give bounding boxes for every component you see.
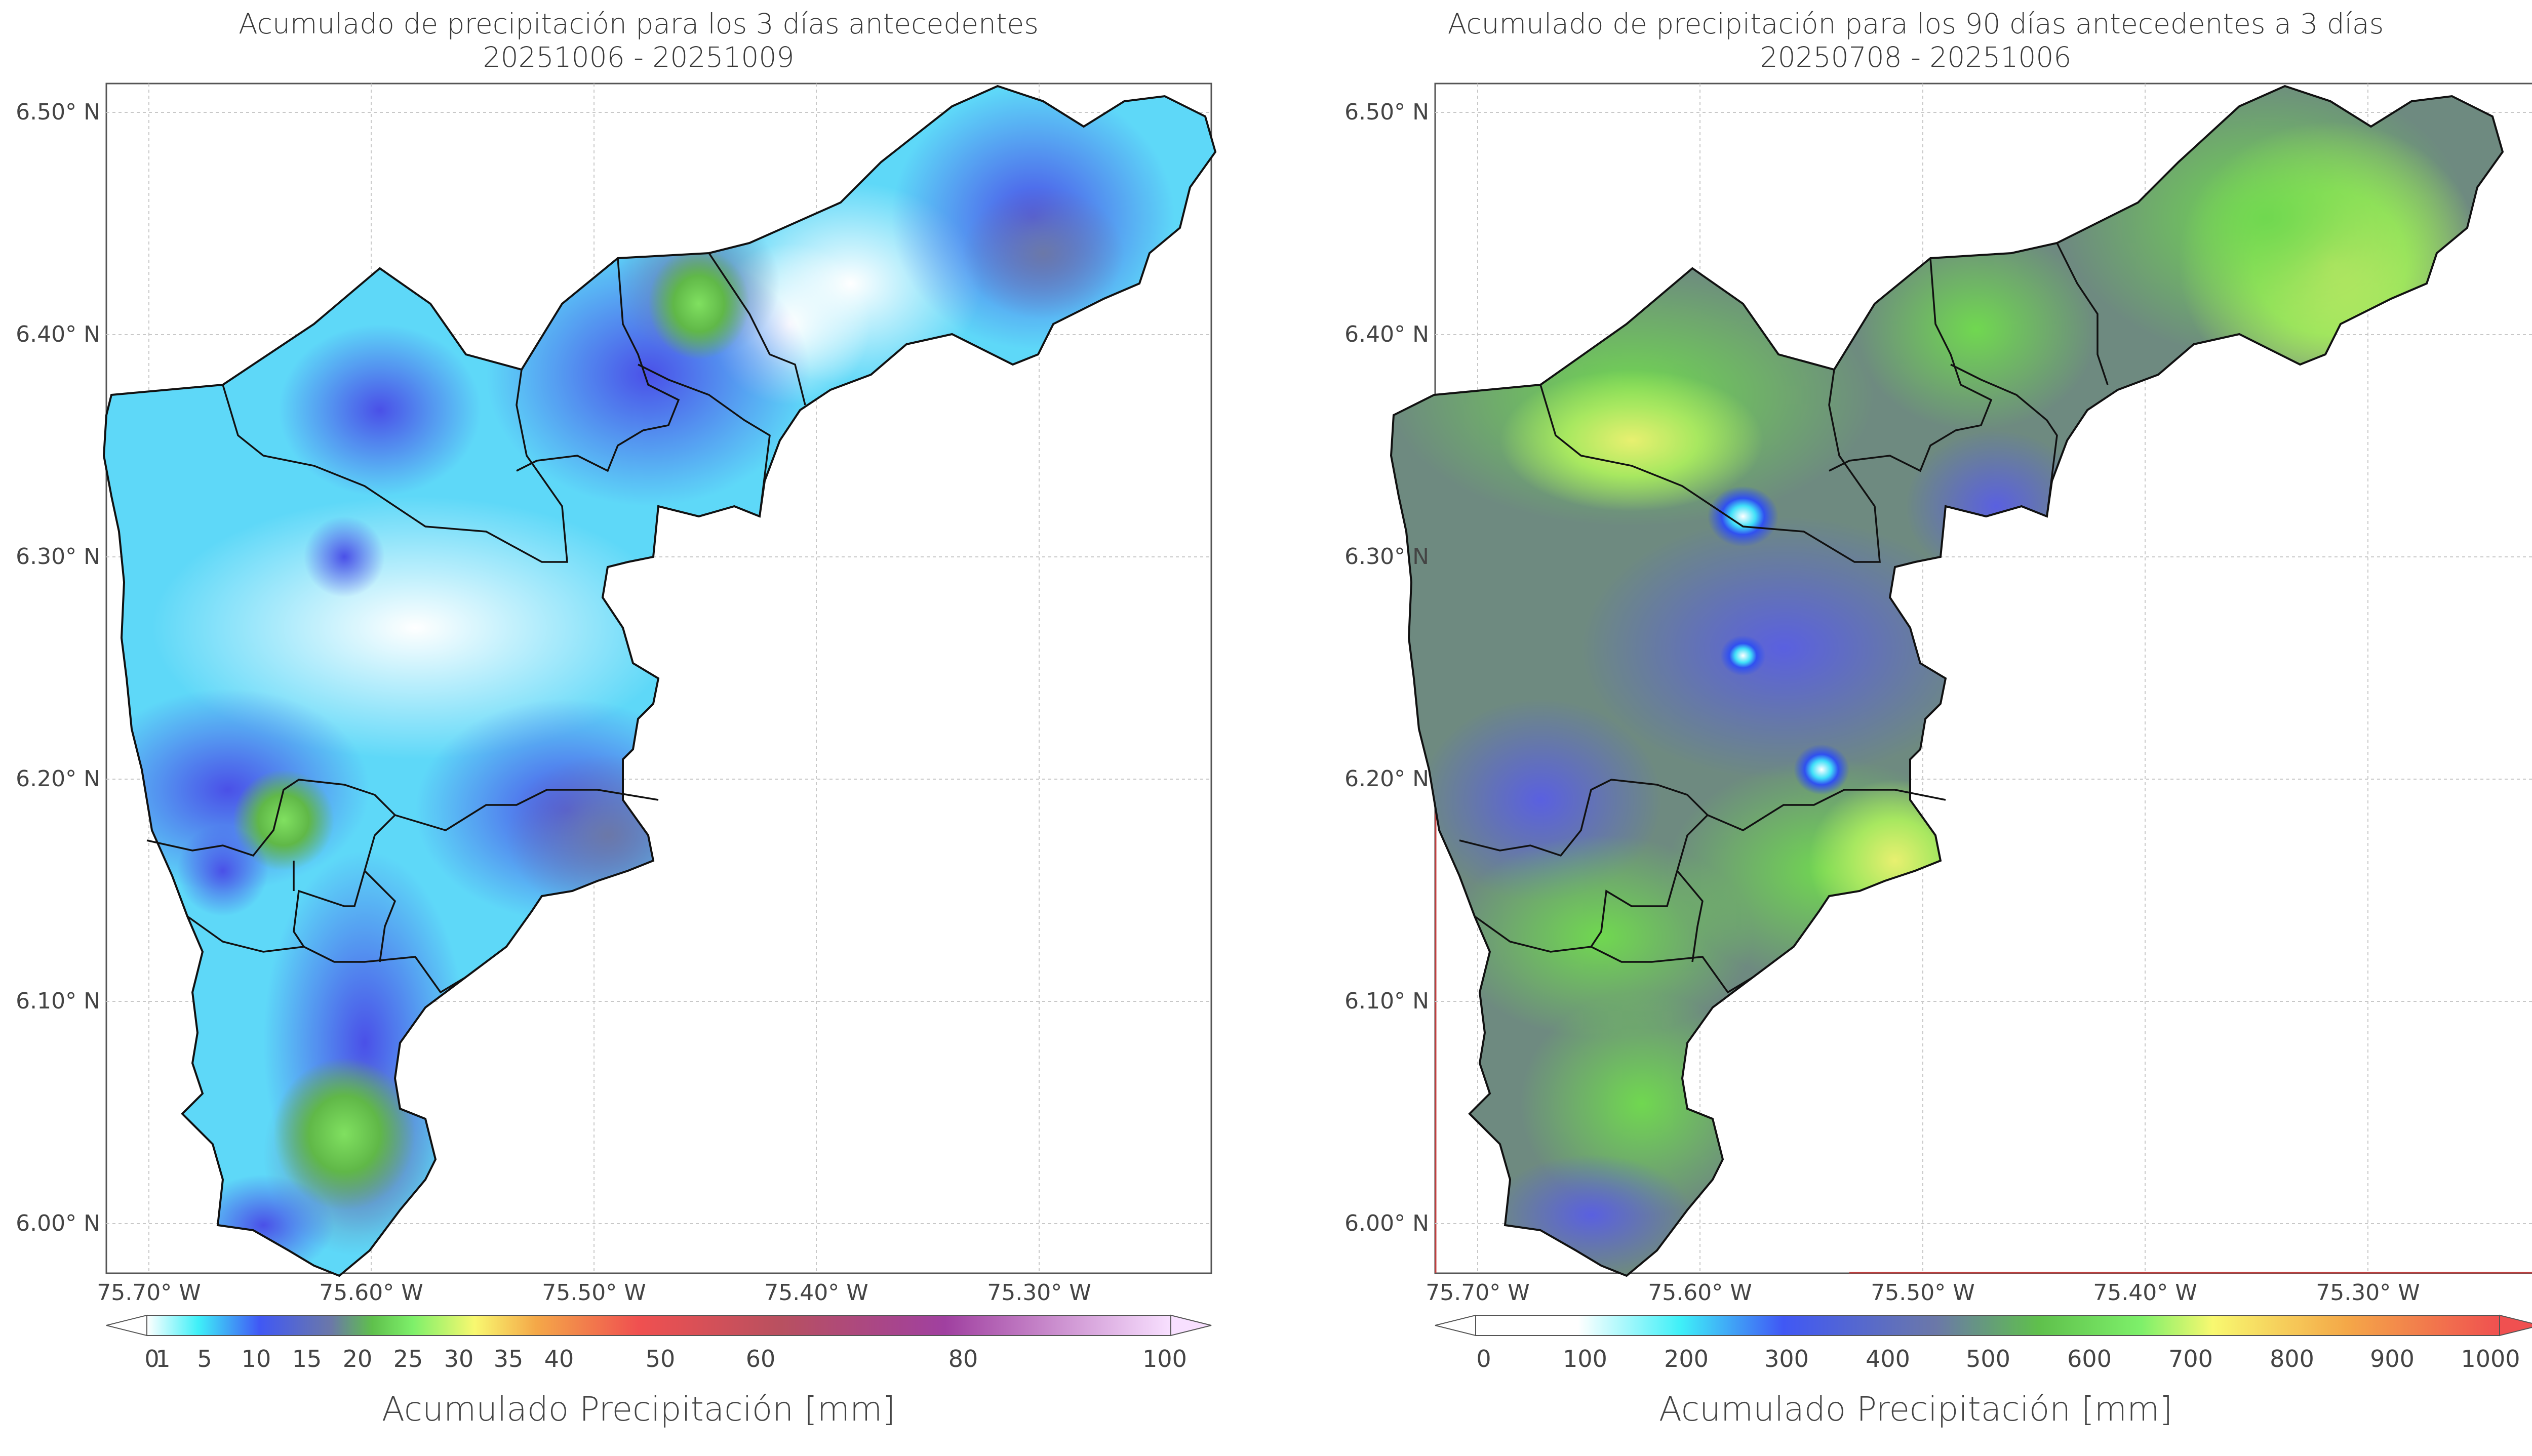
left-colorbar-label: Acumulado Precipitación [mm] — [381, 1390, 896, 1429]
left-lat-tick: 6.00° N — [16, 1210, 100, 1236]
left-cbar-tick: 15 — [292, 1345, 322, 1372]
left-cbar-tick: 1 — [155, 1345, 170, 1372]
right-colorbar-ticks: 0 100 200 300 400 500 600 700 800 900 10… — [1476, 1345, 2520, 1372]
right-lat-tick: 6.20° N — [1344, 766, 1429, 792]
left-cbar-tick: 0 — [144, 1345, 159, 1372]
left-cbar-tick: 40 — [544, 1345, 574, 1372]
right-cbar-tick: 400 — [1866, 1345, 1910, 1372]
left-cbar-tick: 100 — [1142, 1345, 1187, 1372]
left-lon-tick: 75.60° W — [319, 1280, 423, 1306]
right-lat-tick: 6.10° N — [1344, 988, 1429, 1014]
left-lat-tick: 6.30° N — [16, 544, 100, 570]
left-lon-tick: 75.30° W — [987, 1280, 1091, 1306]
left-cbar-tick: 60 — [746, 1345, 776, 1372]
right-cbar-tick: 700 — [2168, 1345, 2213, 1372]
right-map-panel: Acumulado de precipitación para los 90 d… — [1277, 0, 2532, 1456]
right-map-svg: 6.50° N 6.40° N 6.30° N 6.20° N 6.10° N … — [1344, 83, 2532, 1372]
right-cbar-tick: 1000 — [2461, 1345, 2520, 1372]
left-colorbar-ticks: 0 1 5 10 15 20 25 30 35 40 50 60 80 100 — [144, 1345, 1187, 1372]
left-cbar-tick: 10 — [242, 1345, 271, 1372]
right-date-range: 20250708 - 20251006 — [1760, 41, 2072, 73]
left-lat-ticks: 6.50° N 6.40° N 6.30° N 6.20° N 6.10° N … — [16, 99, 100, 1236]
right-lon-tick: 75.70° W — [1426, 1280, 1529, 1306]
left-title: Acumulado de precipitación para los 3 dí… — [239, 8, 1039, 40]
left-cbar-tick: 80 — [948, 1345, 978, 1372]
right-lat-tick: 6.40° N — [1344, 321, 1429, 347]
left-map-panel: Acumulado de precipitación para los 3 dí… — [16, 8, 1216, 1429]
right-cbar-tick: 500 — [1966, 1345, 2010, 1372]
right-lon-tick: 75.40° W — [2093, 1280, 2197, 1306]
right-title: Acumulado de precipitación para los 90 d… — [1447, 8, 2384, 40]
left-map-svg: 6.50° N 6.40° N 6.30° N 6.20° N 6.10° N … — [16, 83, 1216, 1372]
right-lat-tick: 6.50° N — [1344, 99, 1429, 125]
left-lat-tick: 6.10° N — [16, 988, 100, 1014]
left-lon-tick: 75.50° W — [542, 1280, 646, 1306]
right-lon-ticks: 75.70° W 75.60° W 75.50° W 75.40° W 75.3… — [1426, 1280, 2420, 1306]
right-lat-tick: 6.30° N — [1344, 544, 1429, 570]
left-cbar-tick: 25 — [393, 1345, 423, 1372]
right-lon-tick: 75.50° W — [1871, 1280, 1974, 1306]
right-cbar-tick: 800 — [2270, 1345, 2314, 1372]
left-cbar-tick: 50 — [646, 1345, 676, 1372]
right-lat-tick: 6.00° N — [1344, 1210, 1429, 1236]
left-lat-tick: 6.20° N — [16, 766, 100, 792]
left-cbar-tick: 30 — [444, 1345, 474, 1372]
left-lat-tick: 6.50° N — [16, 99, 100, 125]
left-cbar-tick: 20 — [343, 1345, 373, 1372]
left-cbar-tick: 35 — [494, 1345, 524, 1372]
right-colorbar — [1435, 1314, 2532, 1337]
left-municipal-borders — [146, 253, 806, 994]
right-cbar-tick: 600 — [2067, 1345, 2112, 1372]
left-cbar-tick: 5 — [197, 1345, 212, 1372]
right-cbar-tick: 300 — [1764, 1345, 1809, 1372]
right-municipal-borders — [1459, 242, 2109, 994]
left-lon-tick: 75.70° W — [97, 1280, 201, 1306]
left-colorbar — [106, 1314, 1212, 1337]
right-lon-tick: 75.60° W — [1648, 1280, 1752, 1306]
right-cbar-tick: 100 — [1563, 1345, 1607, 1372]
left-lon-ticks: 75.70° W 75.60° W 75.50° W 75.40° W 75.3… — [97, 1280, 1091, 1306]
right-cbar-tick: 900 — [2370, 1345, 2415, 1372]
right-colorbar-label: Acumulado Precipitación [mm] — [1658, 1390, 2173, 1429]
left-lat-tick: 6.40° N — [16, 321, 100, 347]
right-lon-tick: 75.30° W — [2316, 1280, 2420, 1306]
right-cbar-tick: 200 — [1664, 1345, 1709, 1372]
right-cbar-tick: 0 — [1476, 1345, 1491, 1372]
left-lon-tick: 75.40° W — [764, 1280, 868, 1306]
left-date-range: 20251006 - 20251009 — [483, 41, 795, 73]
right-lat-ticks: 6.50° N 6.40° N 6.30° N 6.20° N 6.10° N … — [1344, 99, 1429, 1236]
